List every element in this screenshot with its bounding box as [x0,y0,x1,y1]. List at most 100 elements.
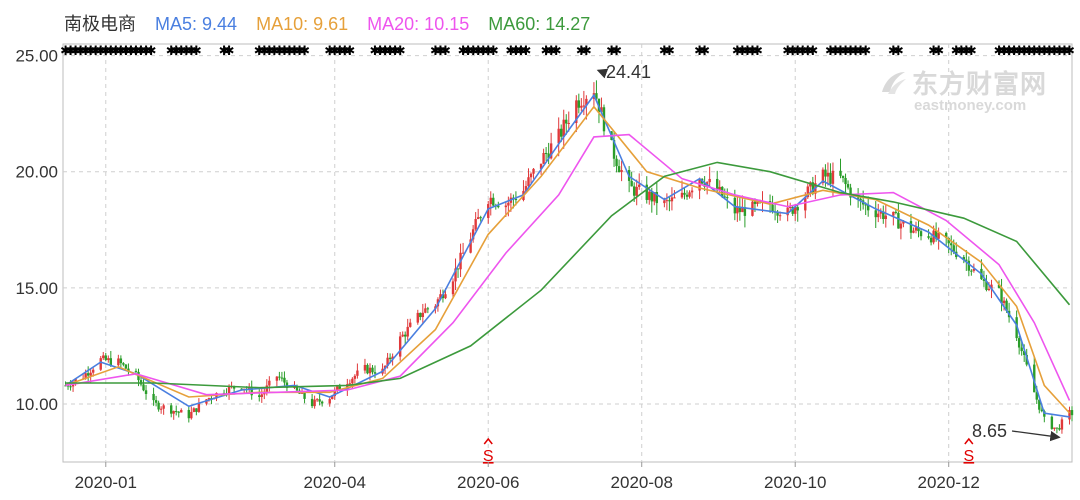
event-marker: ✱ [473,43,484,58]
event-marker: ✱ [694,43,705,58]
candle-body [972,268,976,271]
event-marker: ✱ [581,43,592,58]
candle-body [997,284,1001,288]
y-axis: 10.00 15.00 20.00 25.00 [15,47,58,414]
event-marker: ✱ [141,43,152,58]
candle-body [331,396,334,400]
candle-body [615,158,618,167]
event-marker: ✱ [782,43,793,58]
candle-body [280,377,284,379]
event-marker: ✱ [75,43,86,58]
candle-body [363,364,367,371]
event-marker: ✱ [840,43,851,58]
candle-body [877,213,880,218]
candle-body [635,186,638,196]
ma-line-ma5 [65,93,1070,418]
candle-body [806,186,809,198]
event-marker: ✱ [855,43,866,58]
candle-body [197,403,201,412]
candle-body [544,153,548,155]
candle-body [336,386,339,391]
ma-legend: 南极电商 MA5: 9.44 MA10: 9.61 MA20: 10.15 MA… [64,10,604,36]
candle-body [529,173,533,178]
event-marker: ✱ [860,43,871,58]
candle-body [927,236,930,238]
watermark-en: eastmoney.com [914,97,1027,114]
candle-body [265,385,269,392]
event-marker: ✱ [70,43,81,58]
event-marker: ✱ [551,43,562,58]
event-marker: ✱ [385,43,396,58]
candle-body [1055,427,1059,429]
event-marker: ✱ [928,43,939,58]
candle-body [549,143,553,159]
event-marker: ✱ [1039,43,1050,58]
event-marker: ✱ [1009,43,1020,58]
sell-signal-caret [483,437,493,445]
candle-body [504,205,508,208]
moving-average-lines [65,93,1071,418]
sell-signal-label: S [483,448,494,465]
candle-body [917,227,920,232]
high-marker-label: 24.41 [606,62,651,82]
stock-name: 南极电商 [64,14,136,34]
candle-body [476,217,480,220]
candle-body [333,390,336,397]
event-marker: ✱ [370,43,381,58]
candle-body [952,245,955,252]
event-marker: ✱ [395,43,406,58]
candle-body [295,385,299,391]
candle-body [831,170,835,184]
candle-body [444,294,447,299]
event-marker: ✱ [65,43,76,58]
event-marker: ✱ [1019,43,1030,58]
event-marker: ✱ [380,43,391,58]
candle-body [74,378,77,383]
candle-body [723,196,726,198]
candle-body [1050,416,1054,429]
candle-body [348,383,352,385]
candle-body [738,207,742,213]
candle-body [119,358,123,364]
event-marker: ✱ [802,43,813,58]
event-marker: ✱ [505,43,516,58]
x-axis: 2020-01 2020-04 2020-06 2020-08 2020-10 2020-… [75,462,980,492]
event-marker: ✱ [888,43,899,58]
candle-body [1040,409,1044,412]
candle-body [107,358,110,361]
low-marker-label: 8.65 [972,421,1007,441]
candle-body [524,186,528,191]
event-marker: ✱ [1004,43,1015,58]
x-tick-label: 2020-04 [304,473,366,492]
candle-body [542,153,545,164]
candle-body [195,408,198,412]
candle-body [982,279,986,281]
candle-body [89,372,92,376]
candle-body [391,356,394,360]
event-marker: ✱ [1014,43,1025,58]
high-marker-arrow [596,68,609,79]
candle-body [451,281,455,295]
candle-body [937,232,940,239]
candle-body [134,370,138,372]
candle-body [388,357,392,360]
candle-body [577,100,581,108]
candle-body [580,105,583,108]
candle-body [688,192,691,197]
candle-body [142,384,145,391]
event-marker: ✱ [468,43,479,58]
event-marker: ✱ [264,43,275,58]
candle-body [527,177,530,187]
candle-body [914,227,918,231]
candle-body [532,168,535,174]
event-marker: ✱ [274,43,285,58]
event-marker: ✱ [797,43,808,58]
candle-body [122,363,125,365]
candle-body [373,372,377,374]
candle-body [866,204,870,211]
event-marker: ✱ [329,43,340,58]
candle-body [152,393,155,401]
legend-ma5: MA5: 9.44 [155,14,238,34]
candle-body [826,172,830,177]
candle-body [560,128,563,137]
